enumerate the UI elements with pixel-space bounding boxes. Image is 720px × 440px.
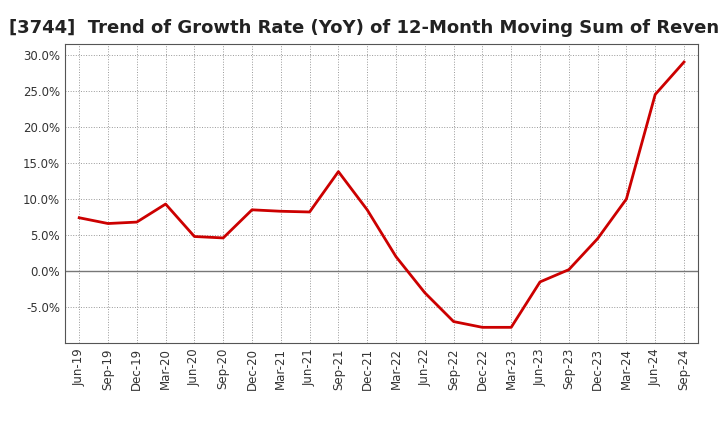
Title: [3744]  Trend of Growth Rate (YoY) of 12-Month Moving Sum of Revenues: [3744] Trend of Growth Rate (YoY) of 12-…: [9, 19, 720, 37]
